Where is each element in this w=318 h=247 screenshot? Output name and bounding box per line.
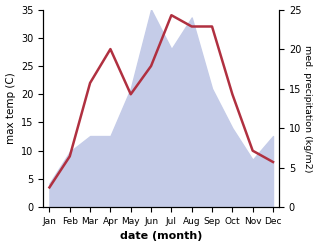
X-axis label: date (month): date (month) (120, 231, 203, 242)
Y-axis label: max temp (C): max temp (C) (5, 72, 16, 144)
Y-axis label: med. precipitation (kg/m2): med. precipitation (kg/m2) (303, 45, 313, 172)
